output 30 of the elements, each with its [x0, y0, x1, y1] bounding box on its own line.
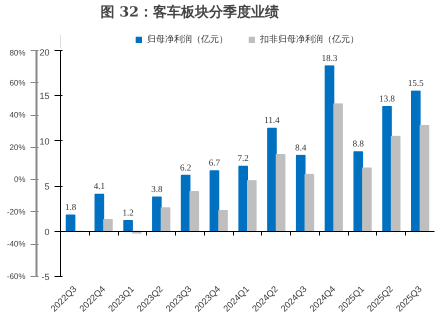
y-tick-label: 10 — [39, 136, 50, 146]
y-tick-label: 5 — [44, 182, 50, 192]
data-label: 8.8 — [352, 138, 364, 149]
y-tick-label: 20 — [39, 48, 50, 58]
y2-tick-label: -60% — [6, 272, 26, 281]
y2-tick-label: 0% — [14, 175, 26, 184]
data-label: 4.1 — [94, 181, 105, 192]
data-label: 18.3 — [322, 52, 338, 63]
data-label: 8.4 — [295, 142, 307, 152]
legend-label: 扣非归母净利润（亿元） — [260, 33, 359, 46]
data-label: 7.2 — [238, 153, 249, 164]
y2-tick-label: 60% — [9, 78, 26, 88]
y-tick-label: 15 — [39, 91, 50, 102]
data-label: 3.8 — [151, 184, 163, 194]
data-label: 1.2 — [122, 207, 134, 218]
y2-tick-label: -40% — [6, 240, 26, 249]
y-tick-label: -5 — [42, 272, 50, 282]
y2-tick-label: -20% — [6, 207, 26, 216]
y2-tick-label: 40% — [9, 110, 26, 120]
y-tick-label: 0 — [44, 226, 50, 237]
data-label: 11.4 — [264, 115, 280, 126]
chart-title: 图 32：客车板块分季度业绩 — [100, 4, 279, 20]
legend-label: 归母净利润（亿元） — [147, 33, 228, 46]
y2-tick-label: 20% — [9, 142, 26, 152]
data-label: 13.8 — [379, 94, 396, 104]
data-label: 15.5 — [408, 78, 424, 88]
data-label: 1.8 — [64, 202, 77, 212]
data-label: 6.7 — [208, 158, 221, 168]
data-label: 6.2 — [180, 162, 192, 172]
y2-tick-label: 80% — [9, 48, 26, 58]
